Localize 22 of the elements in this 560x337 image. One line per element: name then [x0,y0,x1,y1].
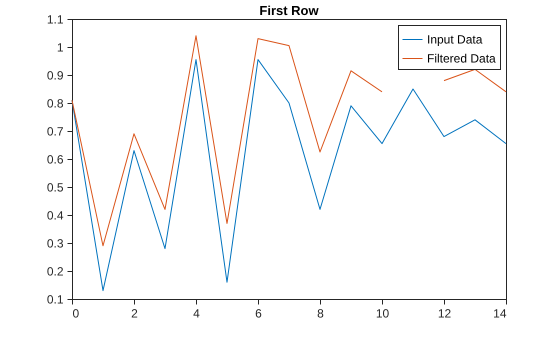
chart-title: First Row [259,3,320,18]
x-tick-label: 4 [193,306,200,320]
legend-label: Input Data [427,32,483,46]
legend-label: Filtered Data [427,52,496,66]
x-tick-label: 6 [255,306,262,320]
y-tick-label: 0.5 [46,180,64,194]
y-tick-label: 0.9 [46,68,64,82]
y-tick-label: 0.7 [46,124,64,138]
x-tick-label: 10 [376,306,390,320]
x-tick-label: 12 [438,306,452,320]
x-tick-label: 0 [72,306,80,320]
y-tick-label: 1 [56,40,64,54]
y-tick-label: 0.8 [46,96,64,110]
y-tick-label: 0.1 [46,292,64,306]
y-tick-label: 0.6 [46,152,64,166]
y-tick-label: 0.4 [46,208,64,222]
y-tick-label: 0.3 [46,236,64,250]
y-tick-label: 1.1 [46,12,64,26]
x-tick-label: 8 [317,306,324,320]
y-tick-label: 0.2 [46,264,64,278]
x-tick-label: 2 [131,306,138,320]
x-tick-label: 14 [493,306,507,320]
